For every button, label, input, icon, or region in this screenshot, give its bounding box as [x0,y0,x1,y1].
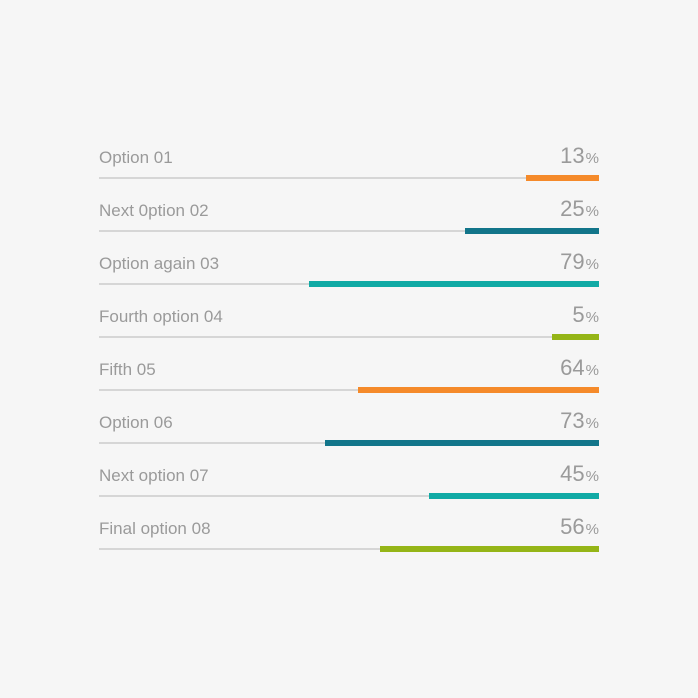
progress-track [99,493,599,499]
row-label: Fourth option 04 [99,307,223,326]
row-value: 13% [560,143,599,169]
progress-row: Next 0ption 02 25% [99,193,599,246]
value-number: 13 [560,143,585,168]
progress-track [99,175,599,181]
value-number: 73 [560,408,585,433]
progress-row: Option 06 73% [99,405,599,458]
progress-track [99,334,599,340]
value-unit: % [585,468,599,485]
row-label: Option 06 [99,413,173,432]
progress-fill [552,334,599,340]
row-value: 56% [560,514,599,540]
progress-track [99,281,599,287]
progress-fill [465,228,599,234]
progress-row: Fifth 05 64% [99,352,599,405]
value-number: 45 [560,461,585,486]
progress-fill [380,546,599,552]
row-label: Next 0ption 02 [99,201,209,220]
progress-row: Option again 03 79% [99,246,599,299]
progress-row: Option 01 13% [99,140,599,193]
value-unit: % [585,256,599,273]
value-number: 64 [560,355,585,380]
value-unit: % [585,362,599,379]
value-unit: % [585,150,599,167]
row-value: 79% [560,249,599,275]
row-label: Final option 08 [99,519,211,538]
row-label: Option 01 [99,148,173,167]
row-value: 45% [560,461,599,487]
progress-fill [309,281,599,287]
progress-track [99,440,599,446]
progress-fill [325,440,599,446]
progress-fill [526,175,599,181]
progress-fill [358,387,599,393]
progress-row: Next option 07 45% [99,458,599,511]
value-unit: % [585,203,599,220]
progress-row: Fourth option 04 5% [99,299,599,352]
value-number: 5 [572,302,585,327]
row-value: 5% [572,302,599,328]
row-label: Next option 07 [99,466,209,485]
value-number: 25 [560,196,585,221]
value-unit: % [585,415,599,432]
row-value: 73% [560,408,599,434]
value-number: 56 [560,514,585,539]
value-unit: % [585,309,599,326]
value-number: 79 [560,249,585,274]
row-value: 64% [560,355,599,381]
progress-row: Final option 08 56% [99,511,599,564]
progress-track [99,228,599,234]
progress-list: Option 01 13% Next 0ption 02 25% Option … [99,140,599,564]
row-label: Option again 03 [99,254,220,273]
progress-fill [429,493,599,499]
value-unit: % [585,521,599,538]
progress-track [99,546,599,552]
progress-track [99,387,599,393]
row-label: Fifth 05 [99,360,156,379]
row-value: 25% [560,196,599,222]
